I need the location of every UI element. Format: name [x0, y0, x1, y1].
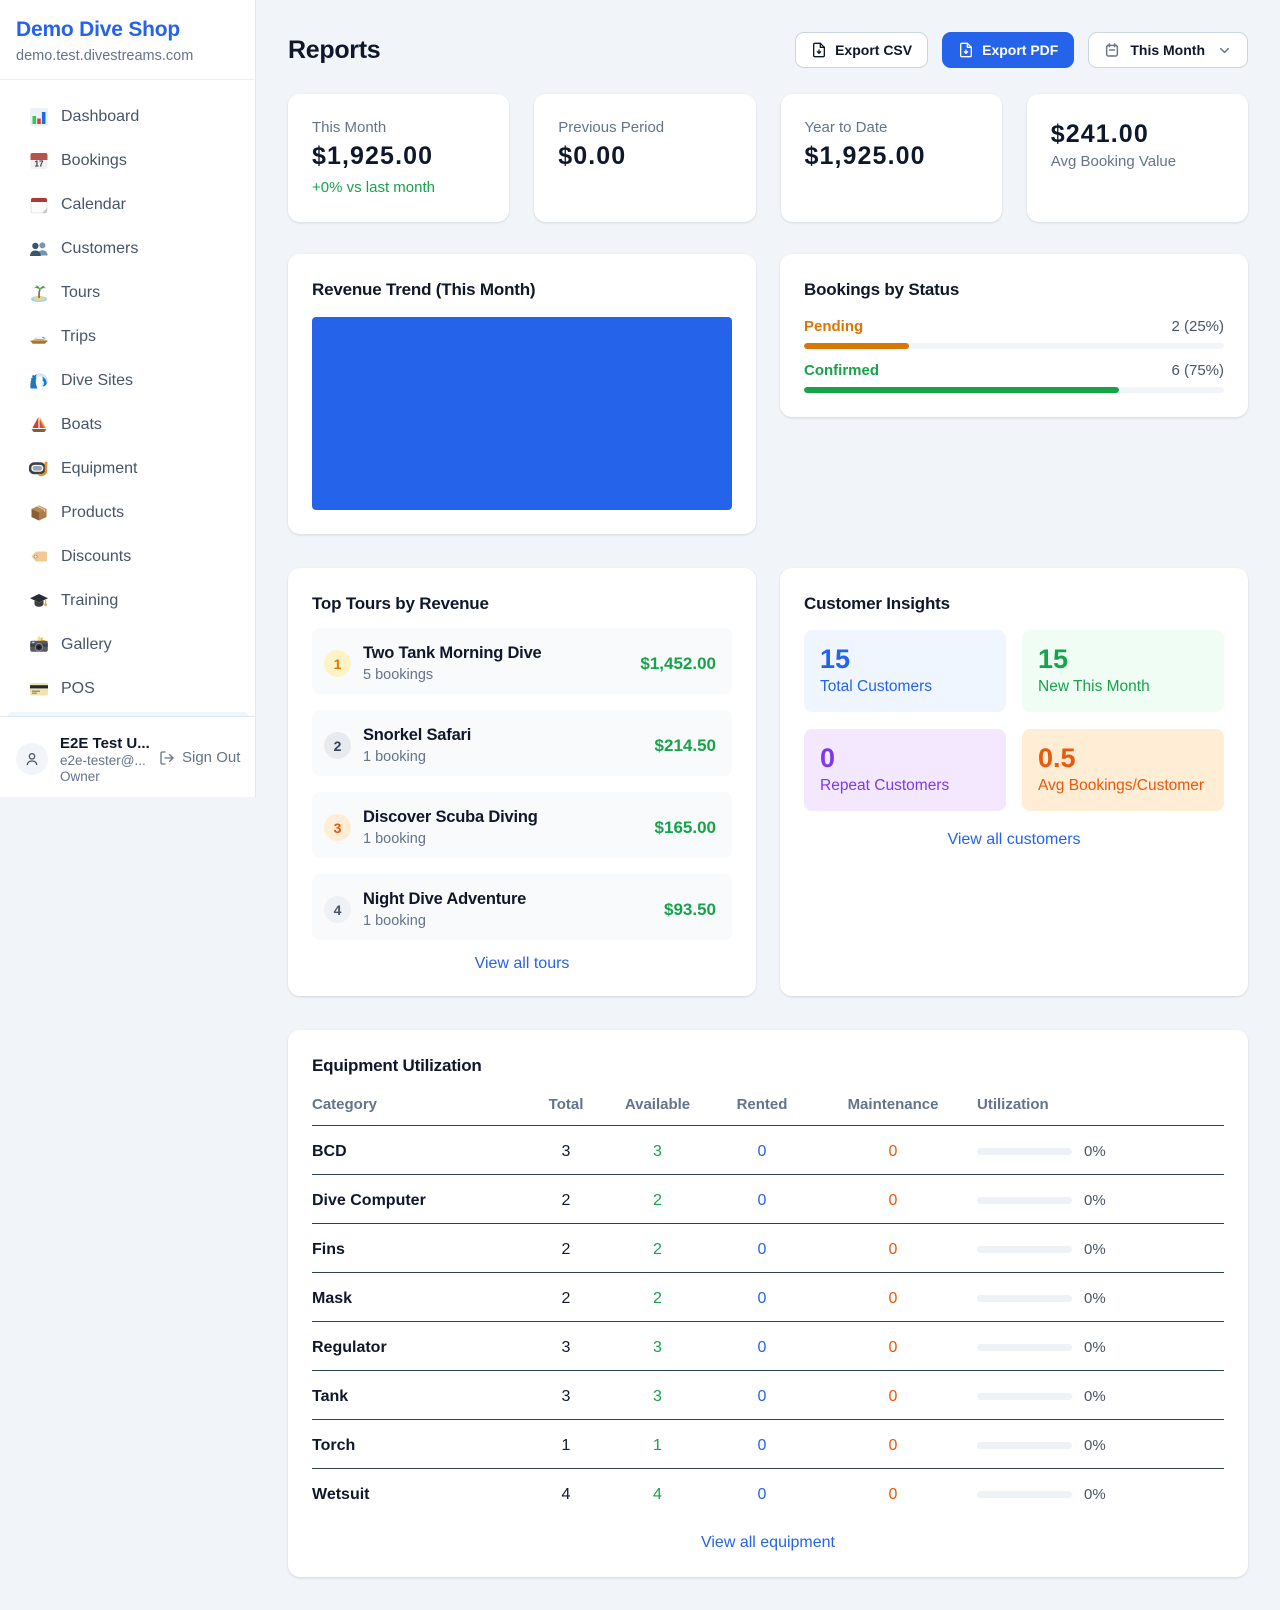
svg-text:17: 17 — [35, 160, 44, 169]
